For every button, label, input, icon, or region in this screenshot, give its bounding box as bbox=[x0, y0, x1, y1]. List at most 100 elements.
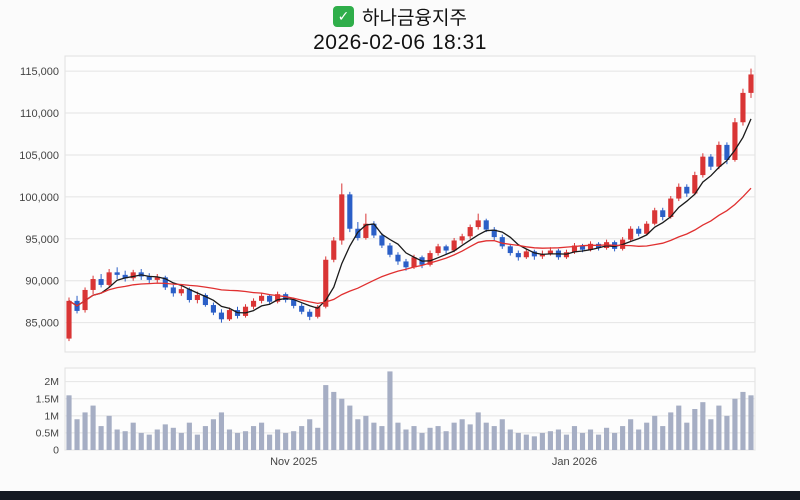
volume-bar bbox=[194, 434, 200, 450]
volume-bar bbox=[604, 427, 610, 450]
volume-bar bbox=[411, 426, 417, 450]
volume-bar bbox=[523, 434, 529, 450]
volume-bar bbox=[371, 422, 377, 450]
volume-bar bbox=[467, 424, 473, 450]
candle-body bbox=[162, 277, 168, 288]
candle-body bbox=[628, 228, 634, 240]
candle-body bbox=[668, 198, 674, 217]
volume-bar bbox=[379, 426, 385, 450]
candle-body bbox=[740, 92, 746, 123]
candle-body bbox=[660, 210, 666, 217]
volume-bar bbox=[419, 432, 425, 450]
price-axis-tick: 95,000 bbox=[25, 234, 59, 246]
volume-bar bbox=[66, 395, 72, 450]
bottom-bar bbox=[0, 491, 800, 500]
x-axis-tick: Nov 2025 bbox=[270, 456, 317, 468]
volume-axis-tick: 0 bbox=[53, 445, 59, 457]
volume-bar bbox=[563, 434, 570, 450]
volume-bar bbox=[347, 405, 353, 450]
candle-body bbox=[307, 311, 313, 317]
candles bbox=[66, 68, 754, 342]
volume-bar bbox=[692, 409, 698, 450]
volume-bar bbox=[587, 429, 594, 450]
candle-body bbox=[507, 246, 513, 254]
candle-body bbox=[636, 228, 642, 234]
candle-body bbox=[194, 294, 200, 301]
candle-body bbox=[146, 276, 152, 280]
volume-bar bbox=[547, 431, 553, 450]
volume-bar bbox=[459, 419, 465, 450]
candle-body bbox=[411, 257, 417, 268]
volume-bar bbox=[226, 429, 233, 450]
volume-bar bbox=[82, 412, 88, 450]
candle-body bbox=[379, 235, 385, 246]
volume-bar bbox=[178, 432, 184, 450]
volume-bars bbox=[66, 371, 754, 450]
volume-bar bbox=[475, 412, 481, 450]
candle-body bbox=[122, 274, 128, 279]
candle-body bbox=[539, 253, 545, 257]
volume-bar bbox=[339, 398, 345, 450]
candle-body bbox=[644, 223, 650, 234]
title-row: ✓ 하나금융지주 bbox=[0, 3, 800, 30]
volume-bar bbox=[259, 422, 265, 450]
candle-body bbox=[98, 279, 104, 285]
candle-body bbox=[435, 246, 441, 254]
candle-body bbox=[491, 229, 497, 238]
price-plot-area bbox=[64, 55, 756, 353]
volume-bar bbox=[579, 432, 586, 450]
volume-axis-tick: 0.5M bbox=[36, 427, 59, 439]
candle-body bbox=[259, 295, 265, 301]
volume-bar bbox=[435, 426, 441, 450]
volume-bar bbox=[620, 426, 626, 450]
candle-body bbox=[451, 240, 457, 251]
candle-body bbox=[363, 223, 369, 238]
volume-bar bbox=[299, 426, 305, 450]
volume-bar bbox=[291, 431, 297, 450]
volume-bar bbox=[660, 426, 666, 450]
volume-bar bbox=[186, 422, 192, 450]
candle-body bbox=[692, 175, 698, 194]
volume-bar bbox=[218, 412, 225, 450]
volume-bar bbox=[571, 426, 578, 450]
volume-bar bbox=[275, 429, 281, 450]
candle-body bbox=[443, 246, 449, 251]
volume-axis-tick: 2M bbox=[44, 376, 59, 388]
candle-body bbox=[250, 300, 257, 307]
ma-20-line bbox=[68, 187, 752, 307]
volume-bar bbox=[74, 419, 80, 450]
volume-bar bbox=[676, 405, 682, 450]
volume-bar bbox=[427, 427, 433, 450]
candle-body bbox=[483, 220, 489, 230]
volume-bar bbox=[555, 429, 561, 450]
volume-bar bbox=[146, 434, 152, 450]
candle-body bbox=[403, 261, 409, 268]
volume-bar bbox=[636, 429, 642, 450]
volume-bar bbox=[684, 422, 690, 450]
candle-body bbox=[267, 295, 273, 302]
candle-body bbox=[395, 254, 401, 262]
candle-body bbox=[684, 186, 690, 194]
candle-body bbox=[587, 243, 594, 250]
candle-body bbox=[106, 272, 112, 285]
volume-bar bbox=[363, 415, 369, 450]
candle-body bbox=[66, 300, 72, 339]
candle-body bbox=[202, 294, 208, 306]
candle-body bbox=[459, 236, 465, 241]
candle-body bbox=[515, 253, 521, 258]
price-axis-tick: 100,000 bbox=[19, 192, 59, 204]
candle-body bbox=[226, 310, 233, 320]
candle-body bbox=[467, 227, 473, 237]
candle-body bbox=[331, 240, 337, 260]
volume-bar bbox=[250, 426, 257, 450]
volume-bar bbox=[130, 422, 136, 450]
candle-body bbox=[210, 305, 216, 313]
price-axis-tick: 90,000 bbox=[25, 276, 59, 288]
chart-header: ✓ 하나금융지주 2026-02-06 18:31 bbox=[0, 3, 800, 55]
volume-bar bbox=[491, 426, 497, 450]
volume-bar bbox=[307, 419, 313, 450]
volume-bar bbox=[531, 436, 537, 450]
candle-body bbox=[323, 259, 329, 307]
volume-bar bbox=[323, 385, 329, 450]
